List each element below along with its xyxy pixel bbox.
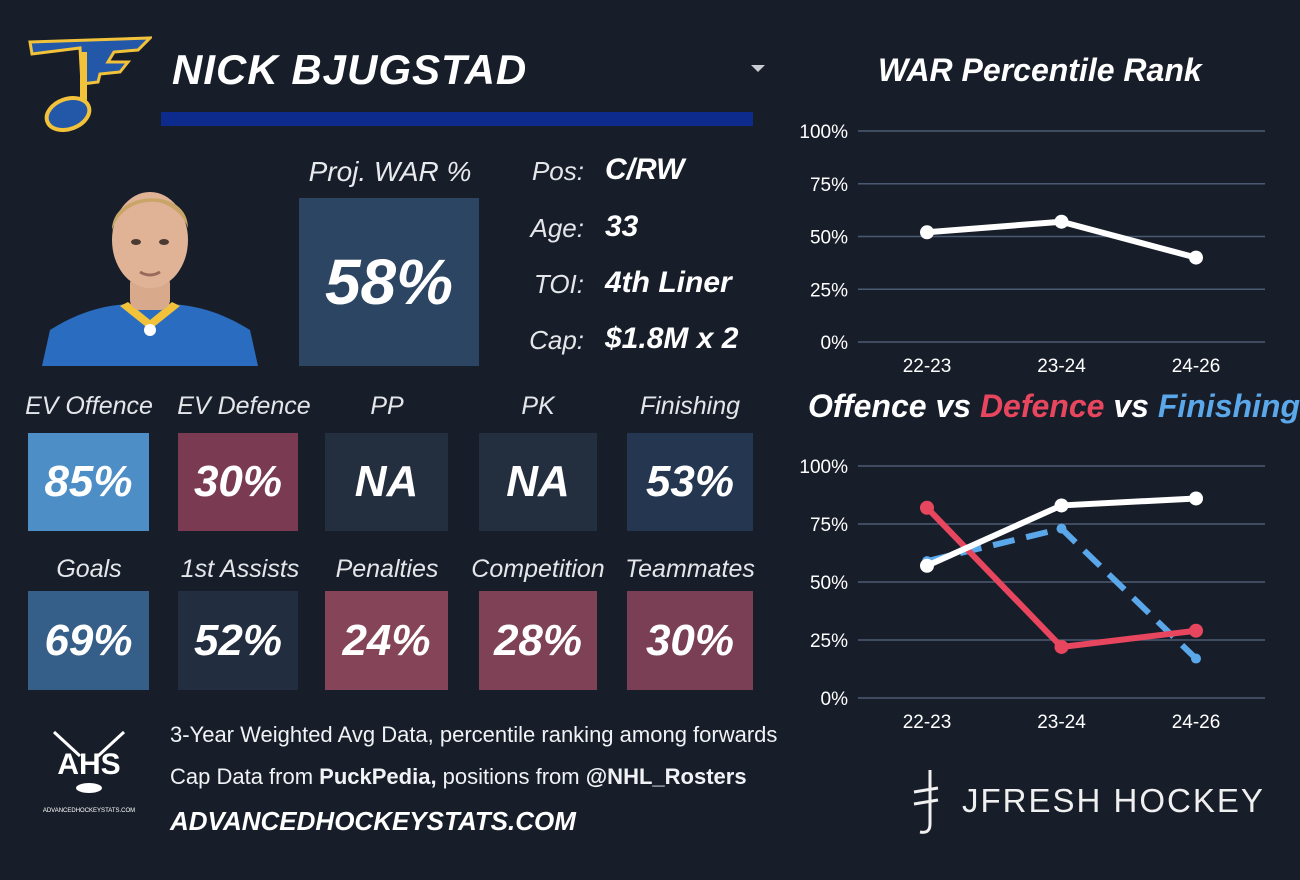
offence-defence-finishing-chart: 0% 25% 50% 75% 100% 22-23 23-24 24-26 xyxy=(799,457,1265,733)
stat-box-penalties: 24% xyxy=(325,591,448,690)
chart2-title-vs2: vs xyxy=(1104,388,1158,424)
info-value-cap: $1.8M x 2 xyxy=(605,322,739,355)
note2-prefix: Cap Data from xyxy=(170,764,320,789)
stat-box-teammates: 30% xyxy=(627,591,753,690)
ahs-logo-subtext: ADVANCEDHOCKEYSTATS.COM xyxy=(43,808,135,814)
footer-note-2: Cap Data from PuckPedia, positions from … xyxy=(170,764,747,790)
jfresh-icon xyxy=(910,768,942,836)
data-point xyxy=(1054,498,1069,513)
player-headshot xyxy=(42,170,258,366)
info-label-cap: Cap: xyxy=(529,325,584,355)
proj-war-title: Proj. WAR % xyxy=(308,156,472,187)
y-tick-label: 0% xyxy=(821,689,849,710)
x-tick-label: 23-24 xyxy=(1037,712,1086,733)
note2-handle: @NHL_Rosters xyxy=(585,764,747,789)
stat-label-competition: Competition xyxy=(471,555,605,583)
x-tick-label: 22-23 xyxy=(903,712,952,733)
chart2-title-vs1: vs xyxy=(926,388,980,424)
stat-box-competition: 28% xyxy=(479,591,597,690)
info-label-toi: TOI: xyxy=(533,269,584,299)
stat-box-pk: NA xyxy=(479,433,597,531)
stat-box-ev-defence: 30% xyxy=(178,433,298,531)
y-tick-label: 0% xyxy=(821,333,849,354)
chart2-title-offence: Offence xyxy=(808,388,927,424)
name-underline-bar xyxy=(161,112,753,126)
stat-label-ev-defence: EV Defence xyxy=(177,392,311,420)
data-point xyxy=(1189,250,1203,265)
x-tick-label: 24-26 xyxy=(1172,356,1221,377)
x-tick-label: 22-23 xyxy=(903,356,952,377)
chart2-title-defence: Defence xyxy=(979,388,1105,424)
y-tick-label: 75% xyxy=(810,515,848,536)
stat-label-teammates: Teammates xyxy=(625,555,755,583)
y-tick-label: 50% xyxy=(810,228,848,249)
x-tick-label: 24-26 xyxy=(1172,712,1221,733)
info-label-pos: Pos: xyxy=(531,156,584,186)
data-point xyxy=(920,558,934,573)
stat-label-pp: PP xyxy=(370,392,404,420)
chart1-title: WAR Percentile Rank xyxy=(878,52,1202,88)
info-value-pos: C/RW xyxy=(605,153,685,186)
stat-box-finishing: 53% xyxy=(627,433,753,531)
team-logo xyxy=(28,36,154,132)
triangle-down-icon[interactable] xyxy=(748,62,768,76)
player-name: NICK BJUGSTAD xyxy=(172,46,528,93)
note2-source: PuckPedia, xyxy=(319,764,437,789)
stat-label-finishing: Finishing xyxy=(639,392,741,420)
y-tick-label: 75% xyxy=(810,175,848,196)
data-point xyxy=(1054,639,1069,654)
stat-label-ev-offence: EV Offence xyxy=(25,392,153,420)
data-point xyxy=(1054,214,1069,229)
stat-label-penalties: Penalties xyxy=(335,555,439,583)
data-point xyxy=(1056,523,1067,534)
proj-war-value: 58% xyxy=(299,198,479,366)
ahs-logo-text: AHS xyxy=(57,748,120,781)
info-label-age: Age: xyxy=(530,213,585,243)
footer-note-1: 3-Year Weighted Avg Data, percentile ran… xyxy=(170,722,778,747)
footer-site: ADVANCEDHOCKEYSTATS.COM xyxy=(170,806,576,836)
stat-box-goals: 69% xyxy=(28,591,149,690)
data-point xyxy=(1189,491,1203,506)
chart2-title-finishing: Finishing xyxy=(1157,388,1300,424)
x-tick-label: 23-24 xyxy=(1037,356,1086,377)
chart2-title: Offence vs Defence vs Finishing xyxy=(808,388,1300,425)
y-tick-label: 100% xyxy=(799,122,848,143)
stat-label-1st-assists: 1st Assists xyxy=(180,555,300,583)
war-percentile-chart: 0% 25% 50% 75% 100% 22-23 23-24 24-26 xyxy=(799,122,1265,377)
info-value-age: 33 xyxy=(605,210,639,243)
ahs-logo: AHS ADVANCEDHOCKEYSTATS.COM xyxy=(40,726,138,818)
data-point xyxy=(1189,623,1203,638)
stat-box-pp: NA xyxy=(325,433,448,531)
y-tick-label: 100% xyxy=(799,457,848,478)
data-point xyxy=(920,225,934,240)
stat-label-pk: PK xyxy=(521,392,555,420)
y-tick-label: 50% xyxy=(810,573,848,594)
note2-mid: positions from xyxy=(436,764,586,789)
data-point xyxy=(1191,653,1201,664)
brand-name: JFRESH HOCKEY xyxy=(962,782,1265,819)
stat-box-1st-assists: 52% xyxy=(178,591,298,690)
stat-box-ev-offence: 85% xyxy=(28,433,149,531)
y-tick-label: 25% xyxy=(810,280,848,301)
y-tick-label: 25% xyxy=(810,631,848,652)
stat-label-goals: Goals xyxy=(56,555,122,583)
info-value-toi: 4th Liner xyxy=(605,266,732,299)
data-point xyxy=(920,500,934,515)
